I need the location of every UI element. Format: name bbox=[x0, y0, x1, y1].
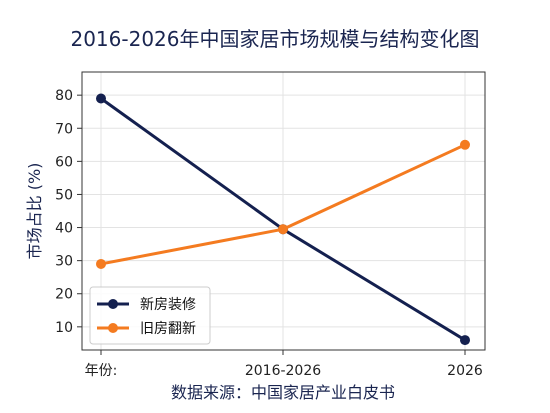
y-tick-label: 50 bbox=[55, 187, 73, 203]
data-point-0-0 bbox=[96, 93, 106, 104]
y-tick-label: 40 bbox=[55, 221, 73, 237]
y-tick-label: 70 bbox=[55, 121, 73, 137]
legend-box bbox=[89, 286, 211, 345]
y-tick-label: 10 bbox=[55, 320, 73, 336]
x-tick-label: 年份: bbox=[85, 363, 118, 379]
y-axis: 10 20 30 40 50 60 70 80 bbox=[55, 88, 82, 336]
y-tick-label: 20 bbox=[55, 287, 73, 303]
y-axis-label: 市场占比 (%) bbox=[25, 163, 44, 260]
y-tick-label: 60 bbox=[55, 154, 73, 170]
legend-swatch-marker-1 bbox=[108, 323, 118, 333]
legend-swatch-marker-0 bbox=[108, 299, 118, 309]
x-axis: 年份: 2016-2026 2026 bbox=[85, 350, 483, 379]
data-point-0-2 bbox=[460, 335, 470, 346]
data-point-1-1 bbox=[278, 224, 288, 235]
x-tick-label: 2016-2026 bbox=[245, 363, 321, 379]
chart-title: 2016-2026年中国家居市场规模与结构变化图 bbox=[70, 27, 479, 51]
legend-label-1: 旧房翻新 bbox=[140, 321, 196, 337]
series-group bbox=[96, 93, 470, 346]
data-point-1-0 bbox=[96, 258, 106, 269]
y-tick-label: 80 bbox=[55, 88, 73, 104]
y-tick-label: 30 bbox=[55, 254, 73, 270]
legend-label-0: 新房装修 bbox=[140, 297, 196, 313]
x-tick-label: 2026 bbox=[447, 363, 483, 379]
x-axis-label: 数据来源：中国家居产业白皮书 bbox=[171, 383, 395, 402]
data-point-1-2 bbox=[460, 139, 470, 150]
